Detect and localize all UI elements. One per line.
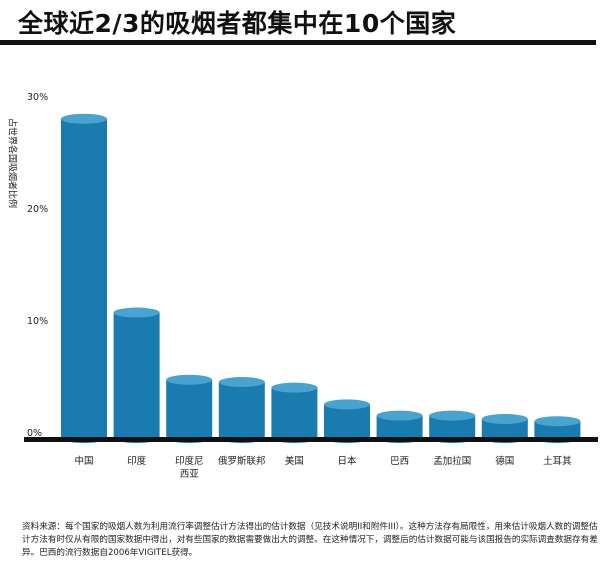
bar-body (271, 387, 318, 443)
x-tick-label: 土耳其 (543, 455, 572, 467)
bar-top (113, 307, 160, 318)
x-tick-label: 印度尼西亚 (175, 455, 204, 480)
bar-body (113, 312, 160, 444)
bar-body (481, 418, 528, 443)
bar (61, 113, 107, 444)
x-tick-label: 孟加拉国 (433, 455, 471, 467)
bar-top (218, 377, 265, 387)
x-tick-label: 美国 (285, 455, 304, 467)
y-tick-label: 20% (27, 204, 48, 215)
y-axis-label: 占世界各国吸烟者比例 (6, 117, 17, 209)
bar (429, 410, 476, 443)
bar-top (166, 374, 213, 385)
x-tick-label: 印度 (127, 455, 147, 467)
bar-top (429, 410, 476, 421)
bar (271, 382, 318, 443)
chart-title: 全球近2/3的吸烟者都集中在10个国家 (18, 9, 457, 38)
bar (166, 374, 213, 443)
x-axis-line (24, 437, 598, 442)
bar-body (376, 415, 423, 443)
title-rule (0, 40, 596, 45)
bar (324, 399, 370, 443)
bar-top (481, 413, 528, 424)
y-tick-label: 0% (27, 428, 42, 439)
bar (218, 377, 265, 443)
bar (376, 410, 423, 443)
bar-top (324, 399, 370, 410)
x-tick-label: 德国 (495, 455, 514, 467)
bar-top (271, 382, 318, 393)
x-tick-label: 俄罗斯联邦 (218, 455, 266, 467)
x-tick-label: 中国 (74, 455, 93, 467)
bar (113, 307, 160, 444)
bar (481, 413, 528, 443)
bar-body (218, 382, 265, 443)
x-tick-label: 巴西 (390, 456, 409, 467)
bar-top (534, 416, 581, 427)
x-tick-label: 日本 (337, 455, 357, 467)
y-tick-label: 10% (27, 316, 48, 327)
bar-body (324, 404, 370, 443)
bar-body (429, 415, 476, 443)
bar-chart: 0% 10% 20% 30% 中国 印度 印度尼西亚 俄罗斯联邦 美国 日本 巴西 孟加拉国 德国 土耳其 (24, 92, 598, 480)
bar-top (376, 410, 423, 421)
bar-body (166, 379, 213, 443)
bar-top (61, 113, 107, 124)
source-note: 资料来源：每个国家的吸烟人数为利用流行率调整估计方法得出的估计数据（见技术说明I… (22, 522, 598, 558)
y-tick-label: 30% (27, 92, 48, 103)
bar-body (61, 118, 107, 444)
